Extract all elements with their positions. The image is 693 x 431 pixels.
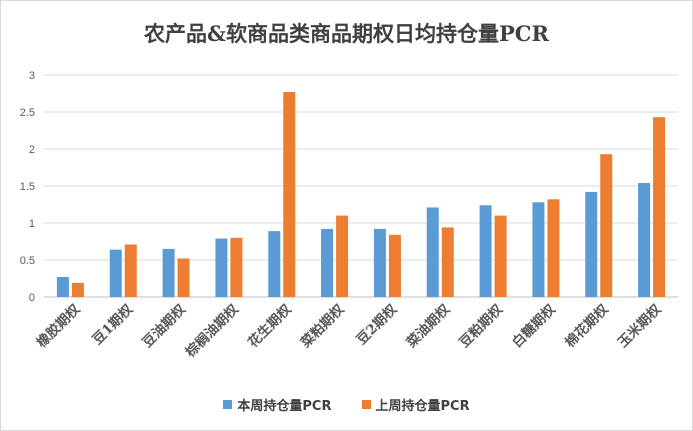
x-tick-label: 豆2期权 <box>353 300 401 348</box>
x-tick-label: 棉花期权 <box>561 300 612 351</box>
y-tick-label: 0.5 <box>20 255 35 267</box>
x-tick-label: 棕榈油期权 <box>181 300 242 361</box>
bar-series-2 <box>494 215 507 297</box>
bar-series-1 <box>585 191 598 297</box>
bar-series-1 <box>373 228 386 297</box>
x-tick-label: 豆粕期权 <box>456 300 507 351</box>
bar-series-2 <box>283 92 296 298</box>
y-tick-label: 1 <box>29 218 35 230</box>
x-tick-label: 花生期权 <box>244 300 295 351</box>
bar-series-1 <box>426 207 439 297</box>
bar-series-2 <box>177 258 190 297</box>
legend-swatch-series-2 <box>361 400 371 409</box>
bar-series-2 <box>441 227 454 297</box>
bar-series-2 <box>336 215 349 297</box>
legend-item-series-2: 上周持仓量PCR <box>361 395 470 414</box>
bar-series-1 <box>109 249 122 297</box>
x-tick-label: 橡胶期权 <box>33 300 84 351</box>
y-tick-label: 2 <box>29 144 35 156</box>
x-tick-label: 豆1期权 <box>89 300 137 348</box>
legend-swatch-series-1 <box>223 400 233 409</box>
y-tick-label: 2.5 <box>20 107 35 119</box>
legend: 本周持仓量PCR 上周持仓量PCR <box>0 395 693 414</box>
y-tick-label: 0 <box>29 292 35 304</box>
bar-series-2 <box>124 244 137 297</box>
x-tick-label: 玉米期权 <box>614 300 665 351</box>
y-tick-label: 3 <box>29 70 35 82</box>
bar-series-1 <box>321 228 334 297</box>
bar-series-2 <box>71 282 84 297</box>
bar-series-1 <box>479 205 492 297</box>
bar-series-2 <box>388 234 401 297</box>
bar-series-1 <box>162 248 175 297</box>
bar-series-1 <box>532 202 545 297</box>
bar-series-2 <box>653 117 666 298</box>
bar-series-1 <box>268 231 281 297</box>
bar-series-1 <box>215 238 228 297</box>
bar-series-2 <box>230 237 243 297</box>
x-tick-label: 豆油期权 <box>139 300 190 351</box>
y-tick-label: 1.5 <box>20 181 35 193</box>
bar-series-2 <box>600 154 613 297</box>
legend-label-series-2: 上周持仓量PCR <box>375 399 470 414</box>
x-tick-label: 菜粕期权 <box>297 300 348 351</box>
bar-series-1 <box>56 277 69 297</box>
bar-series-1 <box>638 183 651 297</box>
legend-label-series-1: 本周持仓量PCR <box>237 399 332 414</box>
bar-series-2 <box>547 199 560 297</box>
chart-title: 农产品&软商品类商品期权日均持仓量PCR <box>144 21 549 46</box>
x-tick-label: 菜油期权 <box>402 300 453 351</box>
x-tick-label: 白糖期权 <box>509 300 560 351</box>
legend-item-series-1: 本周持仓量PCR <box>223 395 332 414</box>
